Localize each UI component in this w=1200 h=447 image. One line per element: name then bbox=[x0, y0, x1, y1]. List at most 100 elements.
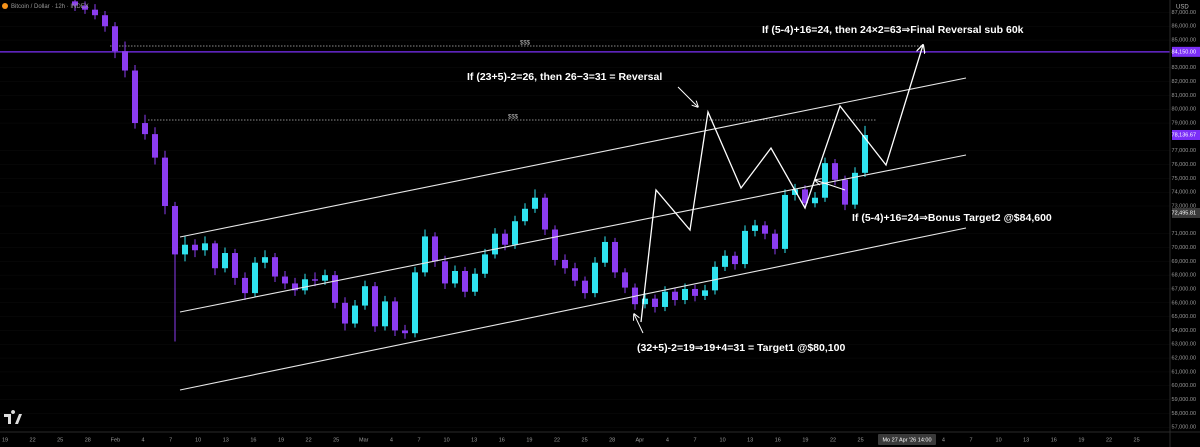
symbol-title: Bitcoin / Dollar · 12h · INDEX bbox=[11, 4, 89, 10]
y-tick-label: 67,000.00 bbox=[1172, 286, 1196, 292]
y-tick-label: 64,000.00 bbox=[1172, 328, 1196, 334]
channel bbox=[179, 77, 967, 391]
candle-body bbox=[292, 283, 298, 291]
y-tick-label: 66,000.00 bbox=[1172, 300, 1196, 306]
x-tick-label: 25 bbox=[582, 437, 588, 443]
candle-body bbox=[152, 134, 158, 158]
x-tick-label: 22 bbox=[306, 437, 312, 443]
x-tick-label: Feb bbox=[111, 437, 120, 443]
x-tick-label: 13 bbox=[471, 437, 477, 443]
x-tick-label: 10 bbox=[444, 437, 450, 443]
x-tick-label: 7 bbox=[169, 437, 172, 443]
candle-body bbox=[332, 275, 338, 303]
candle-body bbox=[762, 225, 768, 234]
y-tick-label: 62,000.00 bbox=[1172, 356, 1196, 362]
x-tick-label: 16 bbox=[1051, 437, 1057, 443]
candle-body bbox=[312, 279, 318, 281]
candle-body bbox=[132, 70, 138, 124]
y-tick-label: 70,000.00 bbox=[1172, 245, 1196, 251]
x-tick-label: 25 bbox=[1134, 437, 1140, 443]
y-tick-label: 68,000.00 bbox=[1172, 273, 1196, 279]
price-label-bg bbox=[1172, 46, 1200, 57]
x-tick-label: 19 bbox=[2, 437, 8, 443]
candle-body bbox=[342, 302, 348, 324]
y-tick-label: 79,000.00 bbox=[1172, 121, 1196, 127]
projection-path bbox=[640, 45, 923, 323]
annotation: If (23+5)-2=26, then 26−3=31 = Reversal bbox=[467, 71, 662, 83]
liquidity-label: $$$ bbox=[520, 41, 531, 47]
candle-body bbox=[502, 233, 508, 245]
candle-body bbox=[642, 298, 648, 305]
x-tick-label: 19 bbox=[526, 437, 532, 443]
x-tick-label: 4 bbox=[942, 437, 945, 443]
candle-body bbox=[662, 291, 668, 307]
y-tick-label: 81,000.00 bbox=[1172, 93, 1196, 99]
x-tick-label: 16 bbox=[250, 437, 256, 443]
candle-body bbox=[392, 301, 398, 331]
candle-body bbox=[242, 277, 248, 294]
x-tick-label: 13 bbox=[223, 437, 229, 443]
axes: 57,000.00 58,000.00 59,000.00 60,000.00 61,0… bbox=[2, 10, 1200, 445]
y-tick-label: 73,000.00 bbox=[1172, 203, 1196, 209]
x-tick-label: Apr bbox=[636, 437, 645, 443]
y-tick-label: 86,000.00 bbox=[1172, 24, 1196, 30]
candle-body bbox=[172, 206, 178, 255]
y-tick-label: 74,000.00 bbox=[1172, 190, 1196, 196]
y-tick-label: 58,000.00 bbox=[1172, 411, 1196, 417]
x-tick-label: 4 bbox=[390, 437, 393, 443]
candle-body bbox=[692, 288, 698, 296]
candle-body bbox=[222, 253, 228, 269]
liquidity-label: $$$ bbox=[508, 115, 519, 121]
candle-body bbox=[402, 330, 408, 334]
channel-mid bbox=[179, 154, 967, 313]
price-label-bg bbox=[1172, 129, 1200, 140]
y-tick-label: 85,000.00 bbox=[1172, 38, 1196, 44]
symbol-icon bbox=[2, 3, 8, 9]
x-tick-label: 10 bbox=[195, 437, 201, 443]
candle-body bbox=[802, 189, 808, 204]
candle-body bbox=[652, 298, 658, 307]
candle-body bbox=[732, 255, 738, 265]
candle-body bbox=[622, 272, 628, 288]
candle-body bbox=[362, 286, 368, 306]
candle-body bbox=[412, 272, 418, 334]
x-tick-label: 22 bbox=[554, 437, 560, 443]
candle-body bbox=[102, 15, 108, 27]
candle-body bbox=[832, 163, 838, 180]
x-tick-label: 25 bbox=[57, 437, 63, 443]
x-tick-label: 7 bbox=[417, 437, 420, 443]
candle-body bbox=[452, 270, 458, 284]
candle-body bbox=[282, 276, 288, 284]
x-tick-label: 10 bbox=[996, 437, 1002, 443]
candle-body bbox=[592, 262, 598, 294]
candle-body bbox=[432, 236, 438, 262]
candle-body bbox=[92, 9, 98, 16]
candle-body bbox=[562, 259, 568, 269]
candle-body bbox=[482, 254, 488, 274]
y-tick-label: 80,000.00 bbox=[1172, 107, 1196, 113]
price-label: 84,150.00 bbox=[1172, 49, 1196, 55]
y-tick-label: 83,000.00 bbox=[1172, 65, 1196, 71]
candle-body bbox=[772, 233, 778, 249]
y-tick-label: 75,000.00 bbox=[1172, 176, 1196, 182]
x-tick-label: 13 bbox=[747, 437, 753, 443]
x-tick-label: 22 bbox=[1106, 437, 1112, 443]
candle-body bbox=[812, 197, 818, 204]
candle-body bbox=[742, 230, 748, 265]
x-tick-label: 13 bbox=[1023, 437, 1029, 443]
candle-body bbox=[682, 288, 688, 301]
candle-body bbox=[612, 241, 618, 273]
price-label: 72,495.81 bbox=[1172, 210, 1196, 216]
x-tick-label: 28 bbox=[85, 437, 91, 443]
channel-top bbox=[179, 77, 967, 238]
x-tick-label: 19 bbox=[802, 437, 808, 443]
annotation-arrow bbox=[677, 86, 698, 107]
candle-body bbox=[492, 233, 498, 255]
y-tick-label: 82,000.00 bbox=[1172, 79, 1196, 85]
currency: USD bbox=[1176, 5, 1189, 11]
candle-body bbox=[252, 262, 258, 294]
candle-body bbox=[842, 179, 848, 205]
candle-body bbox=[112, 26, 118, 52]
